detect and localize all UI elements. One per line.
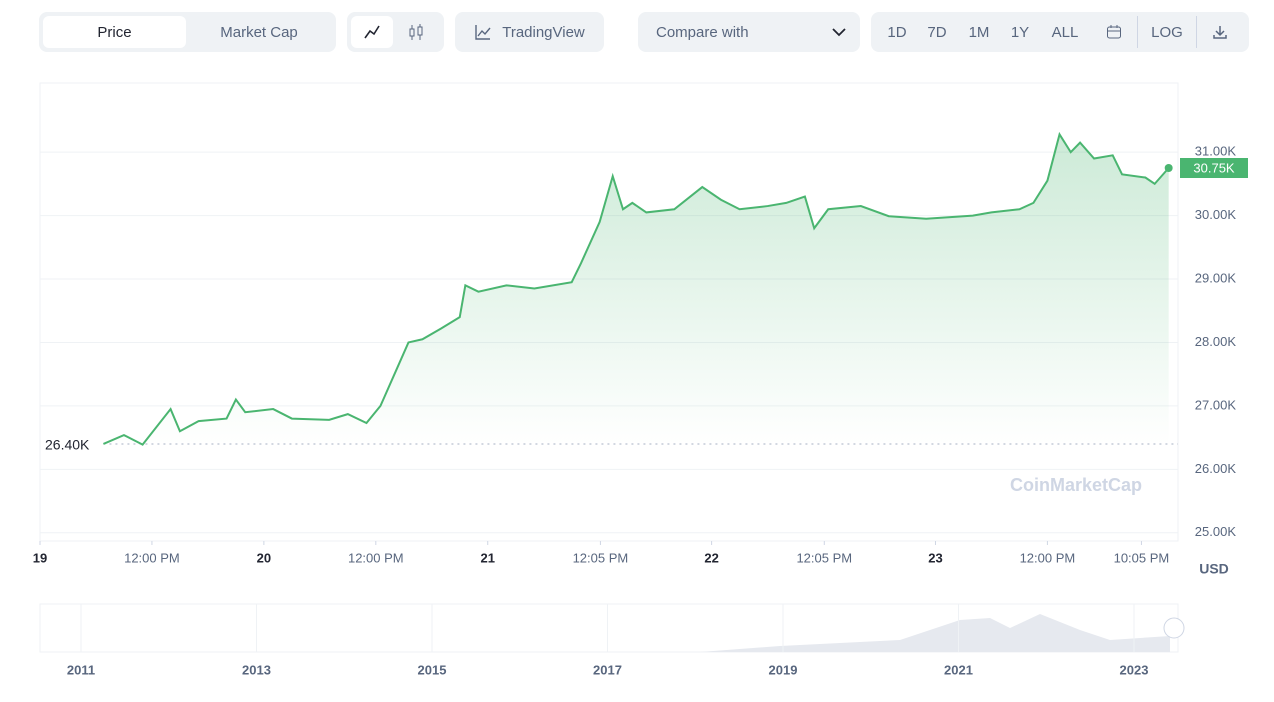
x-tick-label: 12:00 PM [124,550,180,565]
y-tick-label: 28.00K [1195,334,1237,349]
x-tick-label: 12:05 PM [573,550,629,565]
compare-dropdown[interactable]: Compare with [638,12,860,52]
log-button[interactable]: LOG [1138,16,1197,48]
watermark: CoinMarketCap [1010,475,1142,495]
plot-frame [39,82,1179,542]
range-button[interactable]: 7D [927,23,947,41]
icon [1107,25,1121,39]
x-tick-label: 19 [33,550,47,565]
y-tick-label: 30.00K [1195,207,1237,222]
x-tick-label: 22 [704,550,718,565]
range-button[interactable]: 1Y [1010,23,1030,41]
navigator-area [40,614,1170,652]
x-tick-label: 12:00 PM [348,550,404,565]
y-tick-label: 29.00K [1195,270,1237,285]
navigator-year: 2019 [769,662,798,677]
start-price-label: 26.40K [45,437,90,453]
x-tick-label: 20 [257,550,271,565]
y-tick-label: 25.00K [1195,524,1237,539]
x-tick-label: 21 [481,550,495,565]
y-tick-label: 31.00K [1195,144,1237,159]
navigator-handle[interactable] [1163,617,1185,639]
navigator-year: 2015 [418,662,447,677]
download-button[interactable] [1197,16,1243,48]
tab[interactable]: Price [43,16,186,48]
y-tick-label: 27.00K [1195,397,1237,412]
tab-group: Price Market Cap [39,12,336,52]
tab[interactable]: Market Cap [220,23,298,41]
range-button[interactable]: ALL [1051,23,1079,41]
icon [475,25,491,40]
current-price-label: 30.75K [1193,160,1235,175]
icon [364,25,380,39]
label: Compare with [656,23,749,41]
tradingview-group: TradingView [455,12,604,52]
x-tick-label: 23 [928,550,942,565]
x-tick-label: 12:00 PM [1020,550,1076,565]
candle-chart-button[interactable] [393,16,439,48]
y-tick-label: 26.00K [1195,461,1237,476]
calendar-button[interactable] [1091,16,1138,48]
icon [1213,26,1227,39]
current-price-tag [1180,158,1248,179]
tradingview-button[interactable]: TradingView [459,16,600,48]
navigator-year: 2013 [242,662,271,677]
price-line [103,131,1170,446]
range-button[interactable]: 1D [887,23,907,41]
range-group: 1D 7D 1M 1Y ALL LOG [871,12,1249,52]
current-point [1164,164,1173,173]
navigator-year: 2011 [67,662,95,677]
x-tick-label: 12:05 PM [796,550,852,565]
icon [409,24,423,40]
chart-type-group [347,12,444,52]
navigator-year: 2017 [593,662,622,677]
navigator-frame [39,603,1179,653]
chevron [832,28,846,37]
label: TradingView [502,23,585,41]
navigator-year: 2023 [1120,662,1149,677]
x-tick-label: 10:05 PM [1114,550,1170,565]
line-chart-button[interactable] [351,16,393,48]
price-area [103,134,1169,445]
navigator-year: 2021 [944,662,973,677]
unit-label: USD [1199,561,1229,577]
range-button[interactable]: 1M [968,23,990,41]
